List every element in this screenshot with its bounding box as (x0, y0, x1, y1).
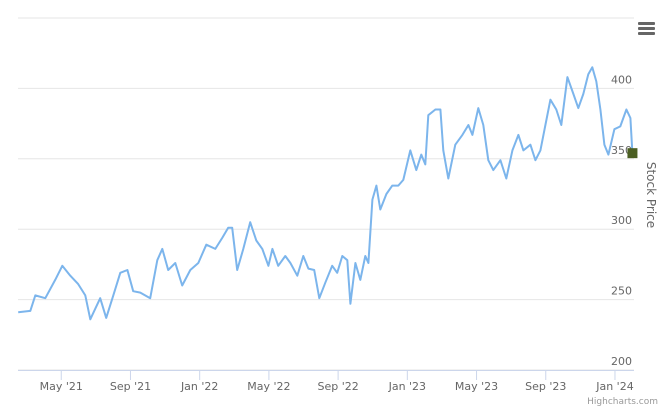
menu-button[interactable] (638, 22, 655, 35)
menu-bar (638, 32, 655, 35)
x-tick-label: May '21 (40, 380, 83, 393)
x-tick-label: Sep '21 (110, 380, 151, 393)
menu-bar (638, 27, 655, 30)
y-axis-title: Stock Price (644, 162, 658, 228)
last-point-marker (627, 148, 638, 159)
y-tick-label: 350 (611, 144, 632, 157)
x-tick-label: Sep '23 (525, 380, 566, 393)
price-line (18, 66, 634, 321)
credits[interactable]: Highcharts.com (587, 397, 658, 407)
y-tick-label: 400 (611, 73, 632, 86)
x-tick-label: Jan '22 (180, 380, 218, 393)
x-tick-label: May '22 (247, 380, 290, 393)
x-tick-label: Sep '22 (317, 380, 358, 393)
x-tick-label: May '23 (455, 380, 498, 393)
menu-bar (638, 22, 655, 25)
x-tick-label: Jan '24 (595, 380, 633, 393)
y-tick-label: 300 (611, 214, 632, 227)
x-tick-label: Jan '23 (388, 380, 426, 393)
y-tick-label: 250 (611, 285, 632, 298)
y-tick-label: 200 (611, 355, 632, 368)
